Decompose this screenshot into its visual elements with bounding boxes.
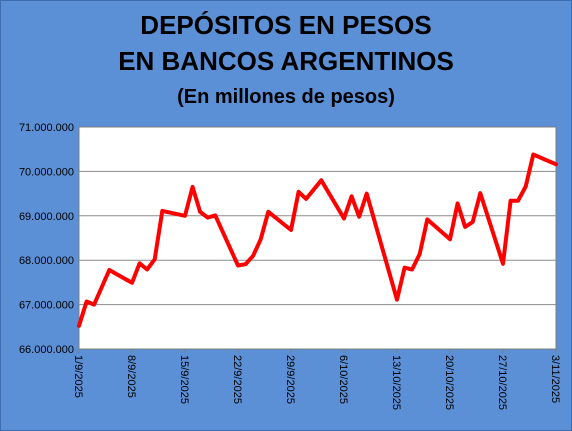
data-point [138,262,141,265]
x-tick-label: 27/10/2025 [496,355,508,410]
data-point [343,217,345,220]
data-point [358,215,360,218]
data-point [237,264,239,267]
y-tick-label: 66.000.000 [19,344,74,356]
data-point [78,325,80,327]
x-tick-label: 29/9/2025 [284,355,296,404]
data-point [146,268,148,271]
data-point [131,282,133,284]
x-tick-label: 3/11/2025 [549,355,561,403]
data-point [199,211,201,213]
x-tick-label: 20/10/2025 [443,355,455,410]
data-point [524,185,527,188]
data-point [161,210,164,212]
x-tick-label: 22/9/2025 [231,355,243,404]
data-point [290,229,292,231]
data-point [418,253,421,255]
data-point [108,269,111,271]
data-point [449,238,451,241]
data-point [244,263,247,265]
y-tick-label: 69.000.000 [19,211,74,223]
plot-area [78,126,557,350]
chart-title: DEPÓSITOS EN PESOS [140,10,432,40]
x-tick-label: 15/9/2025 [178,355,190,404]
data-point [471,221,474,223]
y-axis: 66.000.000 67.000.000 68.000.000 69.000.000… [19,122,74,356]
data-point [267,211,270,213]
data-point [184,215,186,217]
data-point [297,191,300,193]
y-tick-label: 71.000.000 [19,122,74,134]
series-group [77,152,558,328]
data-point [320,179,323,182]
data-point [464,226,466,228]
data-point [365,192,368,195]
y-tick-label: 68.000.000 [19,255,74,267]
data-point [396,298,398,301]
y-tick-label: 70.000.000 [19,166,74,178]
x-axis: 1/9/2025 8/9/2025 15/9/2025 22/9/2025 29/9/2… [72,349,561,410]
data-point [191,186,194,188]
data-point [93,303,95,306]
data-point [456,202,459,205]
x-tick-label: 6/10/2025 [337,355,349,404]
data-point [502,262,504,265]
data-point [426,218,429,221]
x-tick-label: 13/10/2025 [390,355,402,410]
data-point [403,266,406,269]
data-point [214,214,217,217]
data-point [259,238,262,241]
data-point [509,199,512,202]
data-point [517,199,519,202]
data-point [206,216,209,219]
data-point [153,258,156,261]
y-tick-label: 67.000.000 [19,300,74,312]
chart-title-line-2: EN BANCOS ARGENTINOS [118,46,454,76]
data-point [479,192,482,194]
data-point [411,268,413,271]
data-point [85,300,88,303]
gridlines [79,170,556,306]
data-point [252,254,254,257]
data-point [555,163,557,166]
chart-subtitle: (En millones de pesos) [177,86,395,108]
x-tick-label: 8/9/2025 [125,355,137,398]
x-tick-label: 1/9/2025 [72,355,84,398]
data-point [350,195,353,198]
data-point [532,153,535,156]
data-point [305,198,307,200]
